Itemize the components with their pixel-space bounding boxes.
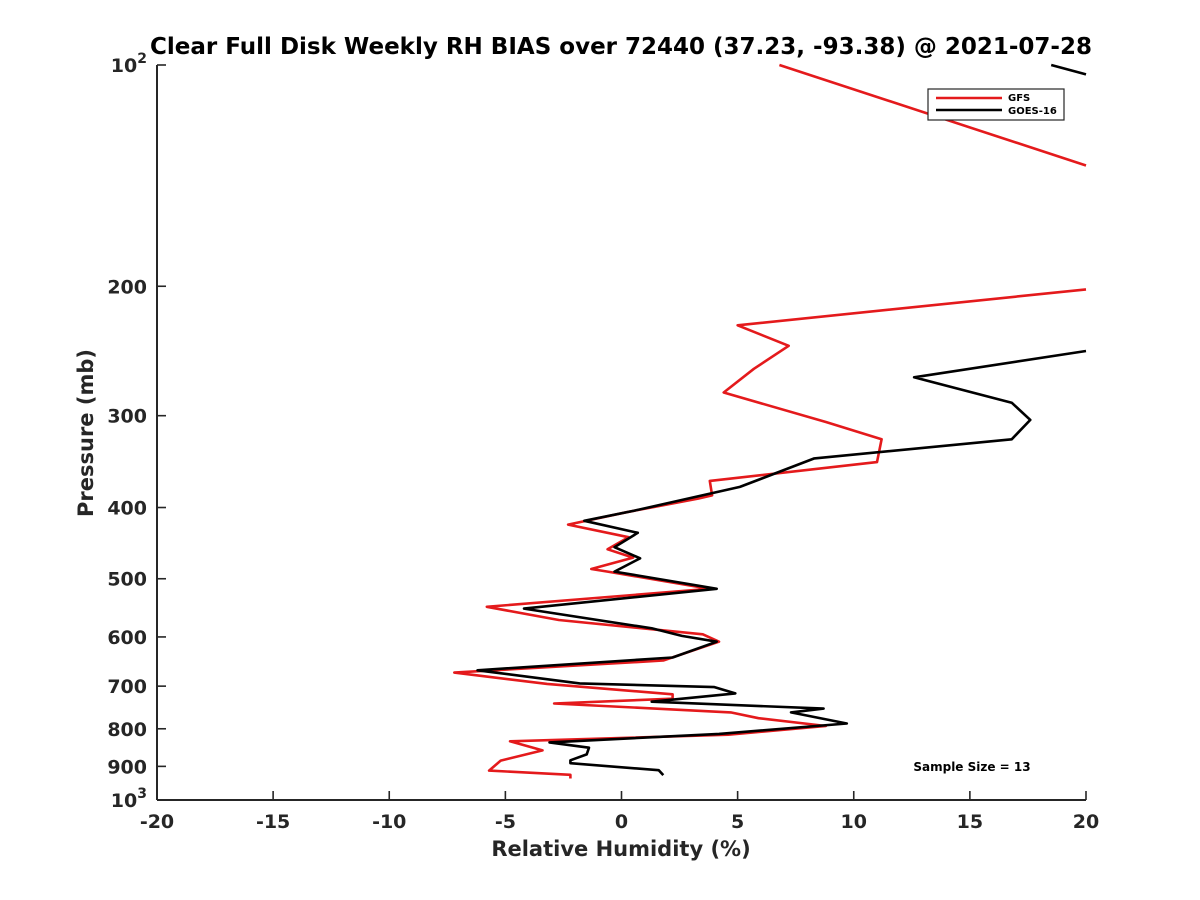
sample-size-annotation: Sample Size = 13 [913, 760, 1030, 774]
y-tick-label: 500 [107, 569, 147, 591]
legend-label-gfs: GFS [1008, 93, 1030, 104]
y-tick-label: 400 [107, 498, 147, 520]
y-tick-label: 700 [107, 676, 147, 698]
y-tick-label: 200 [107, 276, 147, 298]
y-tick-label: 300 [107, 406, 147, 428]
y-tick-label: 800 [107, 719, 147, 741]
x-tick-label: 10 [841, 811, 867, 833]
x-tick-label: 15 [957, 811, 983, 833]
series-line-gfs-1 [452, 288, 1087, 779]
y-tick-label: 102 [111, 51, 147, 77]
y-tick-label: 900 [107, 756, 147, 778]
x-tick-label: 0 [615, 811, 628, 833]
legend: GFS GOES-16 [927, 88, 1065, 121]
x-tick-label: 20 [1073, 811, 1099, 833]
y-axis-label: Pressure (mb) [74, 349, 98, 517]
chart-title: Clear Full Disk Weekly RH BIAS over 7244… [150, 34, 1092, 60]
legend-label-goes16: GOES-16 [1008, 106, 1057, 117]
x-tick-label: -10 [372, 811, 406, 833]
series-line-goes16-1 [476, 349, 1087, 776]
x-tick-label: -5 [495, 811, 516, 833]
legend-box [927, 88, 1065, 121]
y-tick-label: 600 [107, 627, 147, 649]
y-tick-base: 10 [111, 55, 137, 77]
series-line-goes16-0 [1050, 63, 1087, 76]
x-tick-label: -15 [256, 811, 290, 833]
x-axis-label: Relative Humidity (%) [491, 837, 750, 861]
y-tick-label: 103 [111, 786, 147, 812]
plot-area: -20 -15 -10 -5 0 5 10 15 20 10220030040050060070… [107, 51, 1099, 833]
y-tick-exponent: 2 [137, 51, 147, 67]
x-tick-label: 5 [731, 811, 744, 833]
series-lines [452, 63, 1087, 779]
y-tick-base: 10 [111, 790, 137, 812]
x-tick-label: -20 [140, 811, 174, 833]
y-tick-exponent: 3 [137, 786, 147, 802]
x-ticks: -20 -15 -10 -5 0 5 10 15 20 [140, 791, 1099, 833]
